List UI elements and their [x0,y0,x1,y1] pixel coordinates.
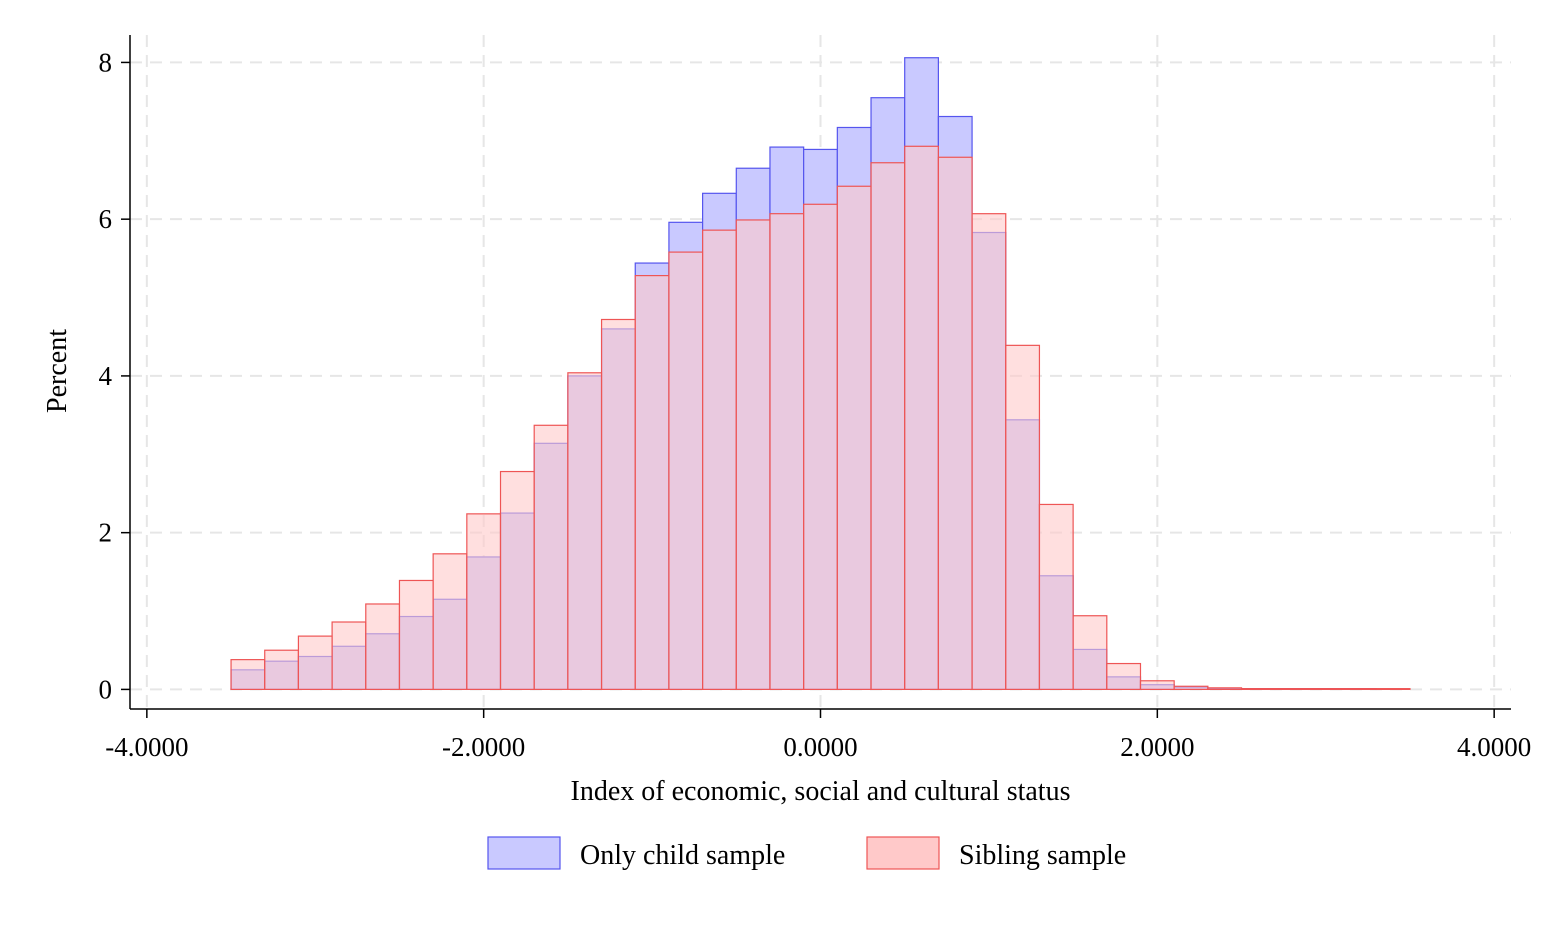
histogram-bar [365,603,401,691]
histogram-bar [1005,344,1041,691]
histogram-bar [803,203,838,691]
histogram-bar [466,513,502,691]
ticks: 0 2 4 6 8 -4.0000 -2.0000 0.0000 2.0000 4.0000 [99,47,1532,762]
x-tick-label: 0.0000 [783,732,857,762]
histogram-bar [567,372,603,691]
y-axis-title: Percent [42,329,73,413]
histogram-bar [702,229,737,691]
x-tick-label: -4.0000 [105,732,188,762]
histogram-bar [398,579,434,691]
histogram-bar [870,162,906,691]
histogram-bar [1375,688,1411,691]
histogram-bar [1341,688,1377,691]
legend-label-sibling: Sibling sample [959,840,1126,871]
x-tick-label: -2.0000 [442,732,525,762]
histogram-bar [735,219,771,691]
histogram-bar [769,213,805,691]
x-tick-label: 4.0000 [1457,732,1531,762]
histogram-bar [264,649,300,691]
histogram-bar [904,145,939,691]
y-tick-label: 6 [99,204,113,234]
histogram-bar [1038,503,1074,691]
histogram-bar [1072,615,1108,691]
x-tick-label: 2.0000 [1120,732,1194,762]
histogram-bars [230,57,1411,691]
histogram-bar [937,156,973,691]
y-tick-label: 0 [99,674,113,704]
histogram-bar [600,318,636,691]
y-tick-label: 4 [99,361,113,391]
histogram-bar [1106,662,1142,691]
histogram-bar [836,185,872,691]
histogram-bar [1274,688,1310,691]
legend-swatch-sibling [866,836,940,870]
histogram-bar [668,251,704,691]
legend-label-only-child: Only child sample [580,840,785,871]
histogram-bar [1240,688,1276,691]
histogram-bar [1139,680,1175,691]
histogram-bar [331,621,367,691]
legend-swatch-only-child [487,836,561,870]
x-axis-title: Index of economic, social and cultural s… [571,776,1071,807]
histogram-bar [1173,685,1209,691]
series-sibling [230,145,1411,691]
histogram-bar [432,553,468,691]
histogram-bar [297,635,333,691]
y-tick-label: 8 [99,47,113,77]
histogram-bar [533,424,569,691]
histogram-bar [1308,688,1344,691]
histogram-bar [634,275,670,691]
legend: Only child sample Sibling sample [487,836,1126,871]
y-tick-label: 2 [99,518,113,548]
histogram-bar [1207,687,1243,691]
histogram-bar [971,213,1007,691]
histogram-bar [230,659,266,691]
histogram-bar [499,470,535,691]
